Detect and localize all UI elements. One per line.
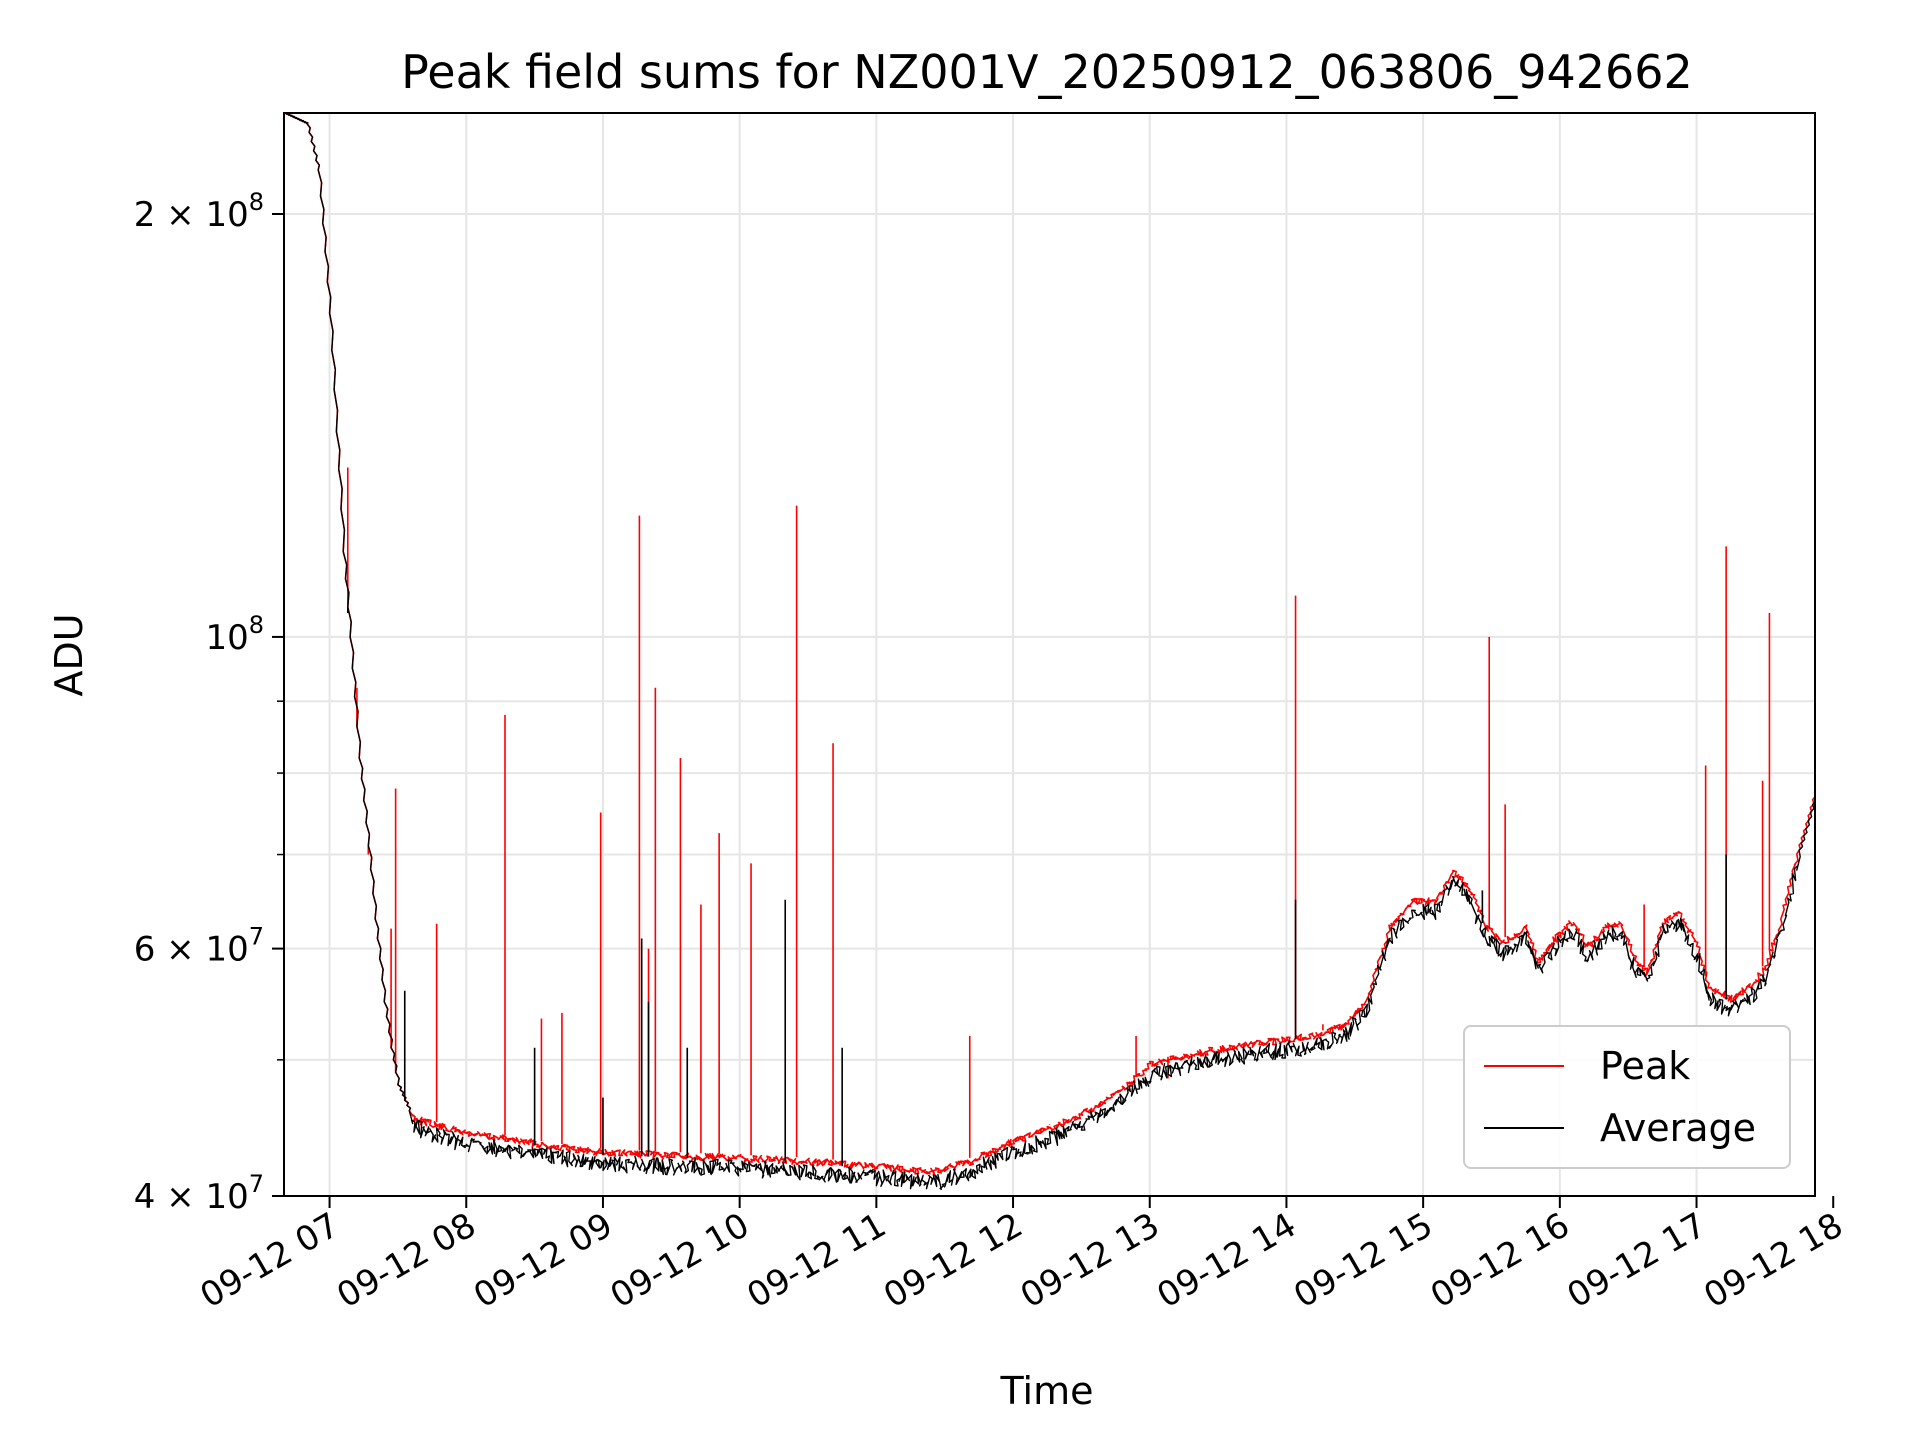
legend-label-peak: Peak [1600, 1044, 1690, 1088]
x-tick-label: 09-12 11 [740, 1205, 892, 1316]
x-tick-label: 09-12 12 [877, 1205, 1029, 1316]
y-tick-label: 4 × 107 [134, 1170, 264, 1217]
series-peak [284, 113, 1815, 1176]
series-line-average [284, 113, 1815, 1190]
y-tick-exponent: 7 [249, 1170, 264, 1198]
x-tick-label: 09-12 17 [1561, 1205, 1713, 1316]
x-tick-label: 09-12 15 [1287, 1205, 1439, 1316]
x-tick-label: 09-12 09 [467, 1205, 619, 1316]
y-tick-label: 2 × 108 [134, 188, 264, 235]
legend: Peak Average [1463, 1025, 1791, 1169]
y-axis-label: ADU [47, 613, 91, 696]
y-tick-label: 6 × 107 [134, 923, 264, 970]
y-tick-exponent: 7 [249, 923, 264, 951]
y-tick-mantissa: 4 [134, 1177, 156, 1217]
plot-series [284, 113, 1815, 1190]
x-axis-label: Time [1000, 1369, 1094, 1413]
y-axis: 4 × 107 6 × 107 108 2 × 108 [134, 188, 284, 1217]
y-tick-mantissa: 6 [134, 930, 156, 970]
x-tick-label: 09-12 10 [604, 1205, 756, 1316]
x-tick-label: 09-12 16 [1424, 1205, 1576, 1316]
chart-title: Peak field sums for NZ001V_20250912_0638… [401, 45, 1693, 99]
y-tick-exponent: 8 [249, 188, 264, 216]
x-tick-label: 09-12 07 [194, 1205, 346, 1316]
series-line-peak [284, 113, 1815, 1176]
x-tick-label: 09-12 18 [1697, 1205, 1849, 1316]
y-tick-exponent: 8 [249, 611, 264, 639]
legend-box [1463, 1025, 1791, 1169]
x-tick-label: 09-12 14 [1151, 1205, 1303, 1316]
x-tick-label: 09-12 13 [1014, 1205, 1166, 1316]
x-tick-label: 09-12 08 [330, 1205, 482, 1316]
y-tick-label: 108 [205, 611, 264, 658]
series-average [284, 113, 1815, 1190]
y-tick-mantissa: 2 [134, 195, 156, 235]
legend-label-average: Average [1600, 1106, 1756, 1150]
plot-frame [283, 112, 1816, 1197]
